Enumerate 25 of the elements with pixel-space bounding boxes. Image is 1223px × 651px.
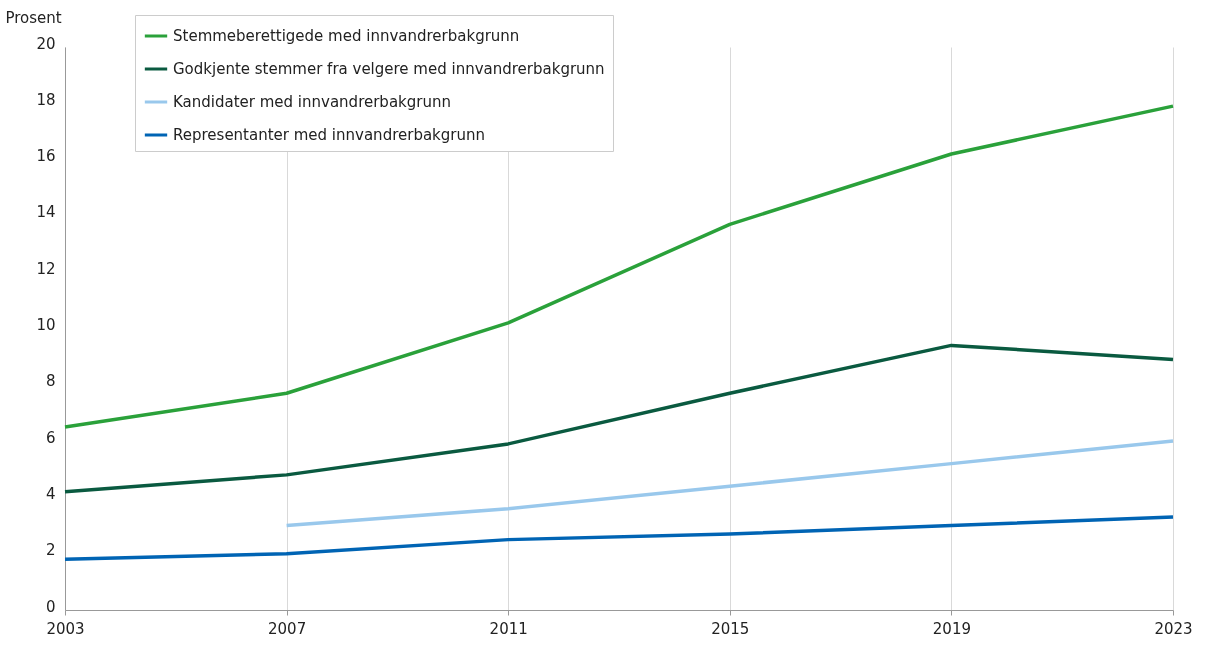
legend-label: Stemmeberettigede med innvandrerbakgrunn xyxy=(173,27,520,45)
line-series xyxy=(63,515,1175,562)
x-tick-label: 2003 xyxy=(46,619,85,638)
y-tick-label: 2 xyxy=(45,541,56,560)
y-tick-label: 14 xyxy=(36,203,56,222)
x-tick-label: 2023 xyxy=(1154,619,1193,638)
x-tick-label: 2007 xyxy=(268,619,307,638)
y-tick-label: 6 xyxy=(45,428,56,447)
legend-label: Representanter med innvandrerbakgrunn xyxy=(173,126,485,144)
y-tick-label: 8 xyxy=(45,372,56,391)
x-tick-label: 2019 xyxy=(932,619,971,638)
y-tick-label: 10 xyxy=(36,316,56,334)
x-tick-label: 2015 xyxy=(711,619,750,638)
y-axis-title: Prosent xyxy=(5,8,62,27)
y-tick-label: 4 xyxy=(45,484,56,503)
y-tick-label: 20 xyxy=(36,34,56,53)
y-tick-label: 18 xyxy=(36,90,56,109)
y-tick-label: 0 xyxy=(45,597,56,616)
line-series xyxy=(63,343,1175,494)
legend-label: Kandidater med innvandrerbakgrunn xyxy=(173,93,451,111)
x-tick-label: 2011 xyxy=(489,619,528,638)
y-tick-label: 16 xyxy=(36,147,56,166)
y-tick-label: 12 xyxy=(36,259,56,278)
line-series xyxy=(284,439,1175,528)
legend-label: Godkjente stemmer fra velgere med innvandrerbakgrunn xyxy=(173,60,605,78)
